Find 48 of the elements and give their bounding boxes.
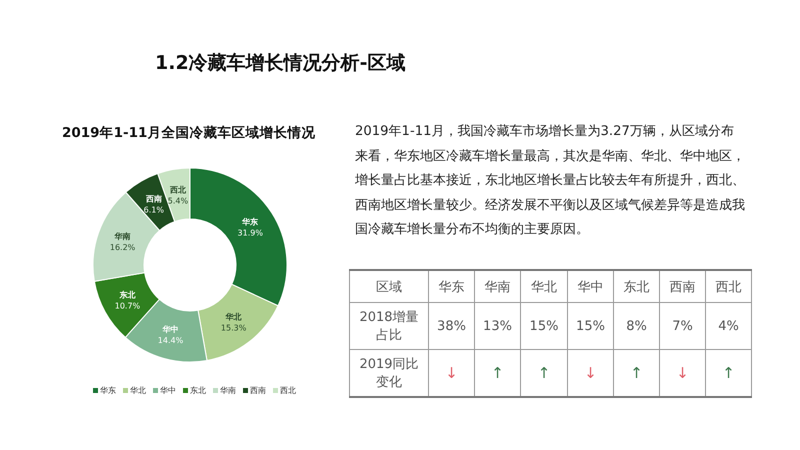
slice-label: 华北 xyxy=(224,312,243,322)
chart-title: 2019年1-11月全国冷藏车区域增长情况 xyxy=(62,124,316,142)
data-label: 14.4% xyxy=(158,336,184,345)
category-label: 华北 xyxy=(520,270,568,302)
data-label: 15.3% xyxy=(220,324,247,333)
data-label: 15% xyxy=(520,302,568,350)
text: ↑ xyxy=(706,350,752,397)
slice-label: 华南 xyxy=(114,232,131,242)
text: 2019年1-11月，我国冷藏车市场增长量为3.27万辆，从区域分布来看，华东地区冷藏车增长量最高，其次是华南、华北、华中地区，增长量占比基本接近，东北地区增长量占比较去年有所提升，西北、西南地区增长量较少。经济发展不平衡以及区域气候差异等是造成我国冷藏车增长量分布不均衡的主要原因。 xyxy=(355,123,745,239)
text: 2019同比变化 xyxy=(350,350,428,397)
data-label: 15% xyxy=(568,302,614,350)
text: ↑ xyxy=(474,350,520,397)
legend-label: 东北 xyxy=(190,386,206,395)
text: ↑ xyxy=(614,350,660,397)
category-label: 西南 xyxy=(660,270,706,302)
data-label: 16.2% xyxy=(110,243,136,252)
data-label: 10.7% xyxy=(114,302,141,311)
data-label: 6.1% xyxy=(144,205,164,214)
legend-label: 华东 xyxy=(100,386,116,395)
legend-label: 西北 xyxy=(280,386,296,395)
slice-label: 西北 xyxy=(168,186,187,195)
slice-label: 东北 xyxy=(118,290,136,300)
data-label: 7% xyxy=(660,302,706,350)
data-label: 5.4% xyxy=(168,196,188,206)
text: 区域 xyxy=(350,270,428,302)
text: ↓ xyxy=(568,350,614,397)
text: 2018增量占比 xyxy=(350,302,428,350)
text: ↓ xyxy=(428,350,474,397)
legend-label: 华南 xyxy=(220,386,236,395)
slice-label: 华东 xyxy=(241,218,258,226)
text: ↑ xyxy=(520,350,568,397)
category-label: 西北 xyxy=(706,270,752,302)
category-label: 华东 xyxy=(428,270,474,302)
data-label: 31.9% xyxy=(238,228,264,238)
legend-label: 西南 xyxy=(250,386,266,395)
category-label: 华南 xyxy=(474,270,520,302)
text: 1.2冷藏车增长情况分析-区域 xyxy=(155,51,406,76)
category-label: 东北 xyxy=(614,270,660,302)
data-label: 8% xyxy=(614,302,660,350)
data-label: 4% xyxy=(706,302,752,350)
text: ↓ xyxy=(660,350,706,397)
slice-label: 华中 xyxy=(161,324,178,334)
slice-label: 西南 xyxy=(144,194,162,204)
legend-label: 华北 xyxy=(130,386,146,395)
data-label: 38% xyxy=(428,302,474,350)
data-label: 13% xyxy=(474,302,520,350)
legend-label: 华中 xyxy=(160,386,176,395)
category-label: 华中 xyxy=(568,270,614,302)
